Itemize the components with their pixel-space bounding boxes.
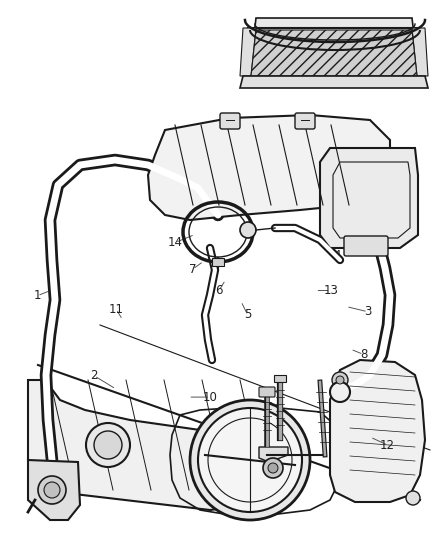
Circle shape	[406, 491, 420, 505]
FancyBboxPatch shape	[344, 236, 388, 256]
Polygon shape	[320, 148, 418, 248]
Polygon shape	[28, 380, 300, 510]
FancyBboxPatch shape	[259, 387, 275, 397]
Text: 1: 1	[33, 289, 41, 302]
Text: 14: 14	[168, 236, 183, 249]
Polygon shape	[253, 18, 415, 43]
FancyBboxPatch shape	[274, 375, 286, 382]
Text: 10: 10	[203, 391, 218, 403]
Text: 13: 13	[323, 284, 338, 297]
Text: 12: 12	[380, 439, 395, 451]
Text: 6: 6	[215, 284, 223, 297]
FancyBboxPatch shape	[212, 258, 224, 266]
FancyBboxPatch shape	[220, 113, 240, 129]
Circle shape	[263, 458, 283, 478]
Text: 2: 2	[90, 369, 98, 382]
Polygon shape	[330, 360, 425, 502]
Circle shape	[268, 463, 278, 473]
Polygon shape	[240, 28, 256, 76]
Circle shape	[86, 423, 130, 467]
Circle shape	[190, 400, 310, 520]
Circle shape	[330, 382, 350, 402]
Polygon shape	[240, 76, 428, 88]
Text: 5: 5	[244, 308, 251, 321]
Polygon shape	[251, 30, 417, 76]
Polygon shape	[412, 28, 428, 76]
FancyBboxPatch shape	[295, 113, 315, 129]
Circle shape	[332, 372, 348, 388]
Polygon shape	[243, 28, 425, 83]
Circle shape	[240, 222, 256, 238]
Circle shape	[336, 376, 344, 384]
Text: 8: 8	[360, 348, 367, 361]
Circle shape	[38, 476, 66, 504]
Text: 11: 11	[109, 303, 124, 316]
Text: 3: 3	[364, 305, 371, 318]
Polygon shape	[148, 115, 390, 220]
Polygon shape	[28, 460, 80, 520]
Circle shape	[94, 431, 122, 459]
Text: 4: 4	[333, 249, 341, 262]
Text: 7: 7	[189, 263, 197, 276]
Circle shape	[44, 482, 60, 498]
Polygon shape	[259, 447, 288, 462]
Circle shape	[198, 408, 302, 512]
